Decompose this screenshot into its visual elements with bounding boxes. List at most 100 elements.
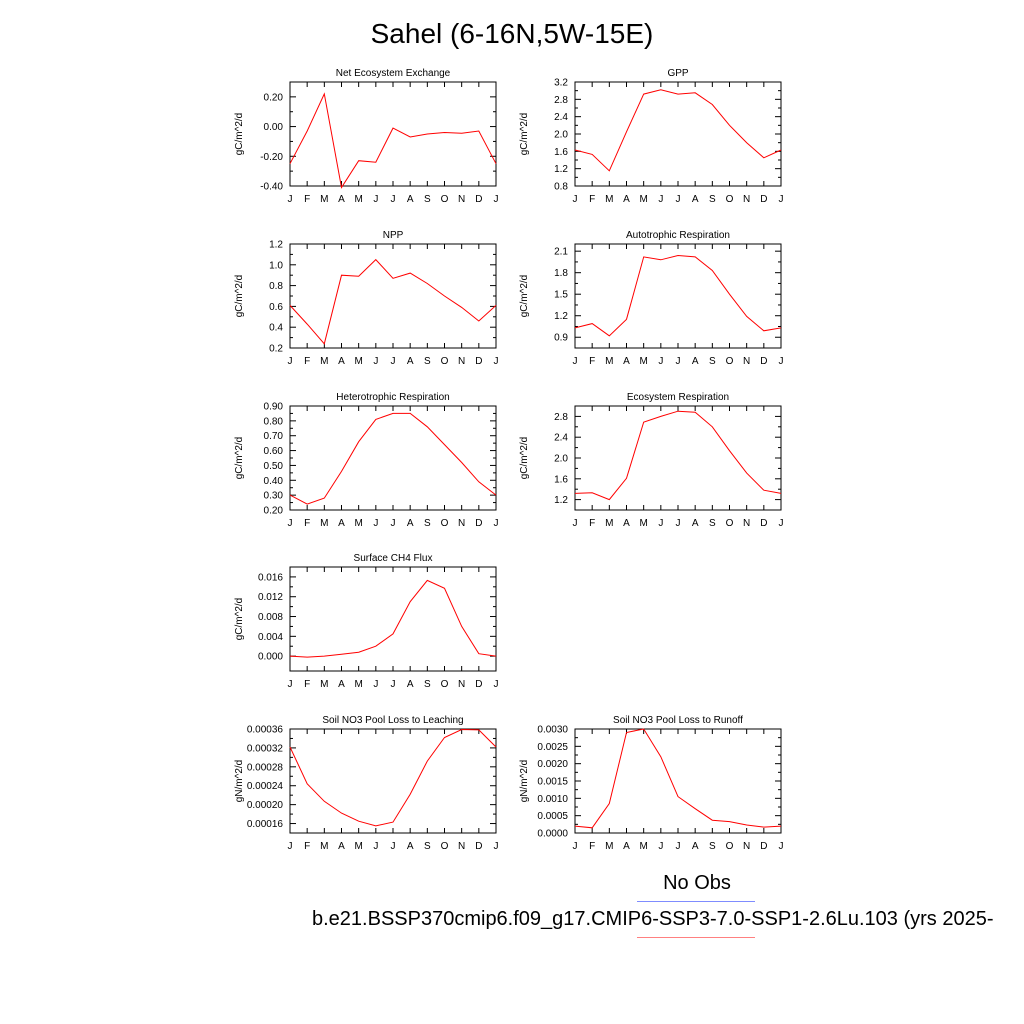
y-tick-label: 2.0 (554, 130, 568, 141)
y-tick-label: 0.00024 (247, 781, 284, 792)
panel-title: Heterotrophic Respiration (336, 392, 449, 403)
series-line (574, 410, 782, 501)
x-tick-label: N (458, 518, 465, 529)
x-tick-label: J (676, 194, 681, 205)
panel-frame (289, 566, 497, 672)
y-tick-label: 0.00032 (247, 743, 284, 754)
y-tick-label: 0.40 (264, 476, 284, 487)
x-tick-label: F (589, 356, 595, 367)
y-tick-label: 0.70 (264, 431, 284, 442)
x-tick-label: D (760, 841, 767, 852)
y-tick-label: 0.00 (264, 122, 284, 133)
panel-frame (289, 405, 497, 511)
x-tick-label: O (441, 841, 449, 852)
x-tick-label: J (573, 356, 578, 367)
y-axis-label: gC/m^2/d (234, 275, 245, 318)
y-tick-label: 0.016 (258, 572, 283, 583)
x-tick-label: D (760, 518, 767, 529)
x-tick-label: J (779, 518, 784, 529)
x-tick-label: M (639, 356, 647, 367)
x-tick-label: D (475, 841, 482, 852)
x-tick-label: M (354, 841, 362, 852)
y-tick-label: 0.00020 (247, 800, 284, 811)
x-tick-label: F (304, 679, 310, 690)
x-tick-label: J (676, 356, 681, 367)
x-tick-label: D (475, 518, 482, 529)
x-tick-label: D (475, 194, 482, 205)
y-tick-label: 0.8 (269, 281, 283, 292)
panel-title: Soil NO3 Pool Loss to Runoff (613, 715, 743, 726)
x-tick-label: J (391, 194, 396, 205)
y-tick-label: 0.8 (554, 182, 568, 193)
y-tick-label: -0.20 (260, 152, 283, 163)
x-tick-label: M (354, 518, 362, 529)
x-tick-label: M (605, 356, 613, 367)
x-tick-label: O (441, 356, 449, 367)
y-tick-label: 2.4 (554, 112, 568, 123)
x-tick-label: N (458, 841, 465, 852)
legend-case-line (637, 937, 755, 938)
legend-case-label: b.e21.BSSP370cmip6.f09_g17.CMIP6-SSP3-7.… (312, 908, 994, 930)
series-line (289, 579, 497, 658)
x-tick-label: M (320, 679, 328, 690)
x-tick-label: S (424, 679, 431, 690)
y-tick-label: 0.000 (258, 652, 283, 663)
x-tick-label: J (658, 356, 663, 367)
x-tick-label: M (354, 679, 362, 690)
y-tick-label: 0.00028 (247, 762, 284, 773)
x-tick-label: J (373, 518, 378, 529)
panel-frame (574, 81, 782, 187)
y-axis-label: gN/m^2/d (519, 760, 530, 803)
x-tick-label: M (605, 194, 613, 205)
y-tick-label: 1.8 (554, 268, 568, 279)
x-tick-label: A (407, 841, 414, 852)
x-tick-label: A (692, 356, 699, 367)
x-tick-label: M (320, 841, 328, 852)
x-tick-label: F (589, 194, 595, 205)
x-tick-label: A (692, 518, 699, 529)
y-tick-label: 2.0 (554, 454, 568, 465)
x-tick-label: N (743, 356, 750, 367)
x-tick-label: M (320, 194, 328, 205)
panel-frame (574, 728, 782, 834)
y-tick-label: 0.6 (269, 302, 283, 313)
x-tick-label: J (494, 841, 499, 852)
x-tick-label: A (623, 356, 630, 367)
x-tick-label: A (338, 518, 345, 529)
y-tick-label: 0.20 (264, 506, 284, 517)
x-tick-label: J (373, 356, 378, 367)
x-tick-label: J (573, 194, 578, 205)
x-tick-label: M (354, 356, 362, 367)
x-tick-label: J (288, 356, 293, 367)
x-tick-label: O (726, 356, 734, 367)
panel-frame (574, 405, 782, 511)
y-axis-label: gC/m^2/d (234, 598, 245, 641)
x-tick-label: J (779, 356, 784, 367)
y-tick-label: 1.2 (554, 164, 568, 175)
x-tick-label: A (338, 194, 345, 205)
y-tick-label: 0.2 (269, 344, 283, 355)
x-tick-label: F (589, 518, 595, 529)
y-axis-label: gN/m^2/d (234, 760, 245, 803)
series-line (574, 89, 782, 172)
y-tick-label: 1.6 (554, 147, 568, 158)
x-tick-label: A (692, 194, 699, 205)
x-tick-label: O (441, 679, 449, 690)
x-tick-label: O (441, 518, 449, 529)
x-tick-label: J (676, 841, 681, 852)
x-tick-label: O (726, 194, 734, 205)
x-tick-label: J (373, 194, 378, 205)
panel-title: GPP (667, 68, 688, 79)
x-tick-label: J (779, 194, 784, 205)
x-tick-label: J (779, 841, 784, 852)
x-tick-label: S (424, 518, 431, 529)
x-tick-label: A (623, 518, 630, 529)
y-axis-label: gC/m^2/d (519, 113, 530, 156)
x-tick-label: S (424, 356, 431, 367)
panel-title: NPP (383, 230, 404, 241)
panel-frame (289, 243, 497, 349)
y-tick-label: 0.0030 (537, 725, 568, 736)
y-tick-label: 0.0025 (537, 742, 568, 753)
y-tick-label: 1.5 (554, 290, 568, 301)
